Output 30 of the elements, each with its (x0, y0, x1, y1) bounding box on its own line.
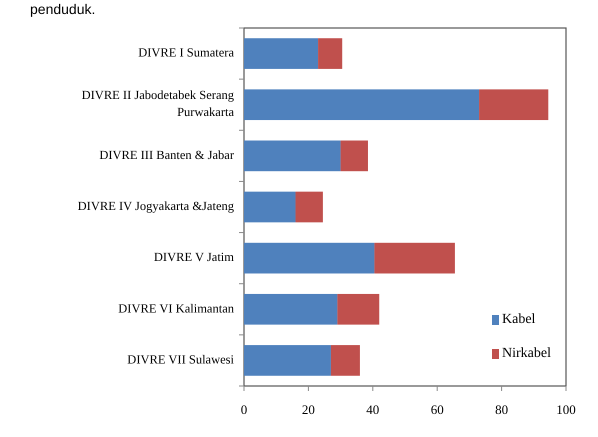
bar (244, 242, 374, 274)
bar (296, 192, 323, 222)
bar (244, 89, 480, 120)
y-tick-label: DIVRE VI Kalimantan (118, 301, 235, 316)
text: penduduk. (30, 1, 96, 17)
x-tick-label: 100 (556, 402, 576, 417)
legend-label: Kabel (502, 312, 536, 328)
bar (244, 345, 331, 376)
bar (479, 89, 548, 120)
y-tick-label: DIVRE I Sumatera (138, 45, 234, 60)
bar (340, 140, 368, 172)
bar (337, 294, 380, 325)
y-tick-label: DIVRE IV Jogyakarta &Jateng (78, 198, 235, 213)
y-tick-label: DIVRE VII Sulawesi (127, 352, 235, 366)
bar (244, 192, 296, 222)
x-tick-label: 80 (495, 402, 508, 417)
x-tick-label: 40 (366, 402, 380, 417)
bar (318, 38, 342, 69)
bar (330, 345, 360, 376)
bar (244, 294, 338, 325)
legend-label: Nirkabel (502, 346, 552, 362)
y-tick-label: DIVRE III Banten & Jabar (99, 148, 235, 162)
bar (244, 38, 318, 69)
y-tick-label: DIVRE II Jabodetabek Serang Purwakarta (82, 88, 235, 120)
bar (374, 242, 455, 274)
y-tick-label: DIVRE V Jatim (154, 250, 234, 264)
x-tick-label: 0 (240, 402, 248, 417)
x-tick-label: 20 (302, 402, 315, 417)
bar (244, 140, 341, 172)
x-tick-label: 60 (430, 402, 444, 417)
